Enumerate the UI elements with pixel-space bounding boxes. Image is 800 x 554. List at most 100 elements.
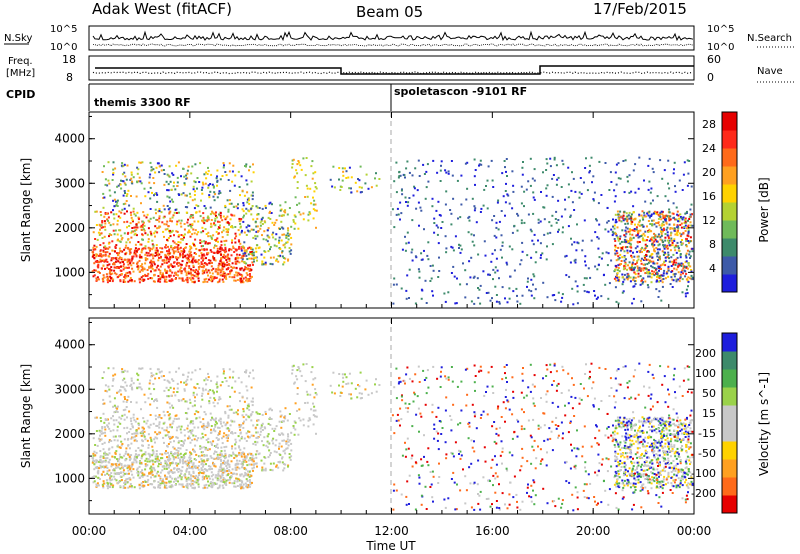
power-cell	[297, 160, 300, 162]
velocity-cell	[129, 468, 132, 471]
power-cell	[679, 241, 682, 244]
power-cell	[111, 240, 114, 243]
power-cell	[588, 164, 591, 167]
velocity-cell	[120, 393, 123, 396]
power-cell	[197, 262, 200, 265]
power-cell	[166, 228, 169, 231]
power-cell	[219, 247, 222, 250]
velocity-cell	[226, 460, 229, 463]
velocity-cell	[168, 402, 171, 405]
power-cell	[210, 250, 213, 253]
velocity-cell	[163, 414, 166, 417]
power-cell	[104, 183, 107, 186]
power-cell	[249, 277, 252, 280]
velocity-cell	[98, 440, 101, 442]
power-cell	[473, 302, 476, 305]
velocity-cell	[127, 395, 130, 398]
power-cell	[119, 279, 122, 282]
power-cell	[652, 262, 655, 265]
power-cell	[147, 272, 150, 275]
velocity-cell	[117, 460, 120, 462]
power-cell	[636, 255, 639, 258]
velocity-cell	[224, 452, 227, 455]
power-cell	[555, 210, 558, 213]
velocity-cell	[143, 435, 146, 438]
power-cell	[495, 221, 498, 224]
power-cell	[482, 270, 485, 273]
power-cell	[122, 279, 125, 282]
power-cell	[280, 208, 283, 211]
power-cell	[634, 223, 636, 226]
power-cell	[662, 254, 665, 256]
power-cell	[97, 231, 100, 234]
power-cell	[685, 278, 688, 281]
power-cell	[578, 191, 581, 194]
velocity-cell	[159, 475, 162, 478]
power-cell	[562, 226, 564, 229]
power-cell	[687, 262, 690, 265]
power-cell	[216, 250, 219, 253]
velocity-cell	[98, 478, 101, 480]
velocity-cell	[242, 460, 245, 463]
velocity-cell	[206, 422, 209, 425]
power-cell	[182, 252, 184, 255]
power-cell	[651, 239, 654, 242]
velocity-cell	[185, 380, 188, 383]
power-cell	[164, 278, 167, 281]
power-cell	[626, 215, 629, 218]
power-cell	[297, 227, 300, 230]
velocity-cell	[211, 416, 213, 419]
power-cell	[357, 178, 359, 180]
velocity-cell	[212, 392, 215, 395]
velocity-cell	[241, 461, 244, 464]
power-cell	[102, 192, 105, 195]
power-cell	[567, 225, 570, 228]
velocity-cell	[204, 434, 207, 437]
velocity-cell	[149, 423, 152, 426]
velocity-cell	[105, 479, 108, 482]
power-cell	[597, 237, 600, 240]
velocity-cell	[175, 462, 178, 465]
velocity-cell	[143, 473, 146, 476]
power-cell	[464, 162, 467, 165]
velocity-cell	[188, 398, 191, 401]
velocity-cell	[158, 459, 161, 462]
power-cell	[604, 228, 607, 231]
velocity-cell	[249, 371, 252, 374]
power-cell	[314, 171, 317, 174]
power-cell	[241, 275, 244, 278]
velocity-cell	[215, 451, 218, 453]
power-cell	[145, 216, 148, 219]
power-cell	[204, 242, 207, 245]
power-cell	[666, 271, 668, 274]
velocity-cell	[113, 475, 116, 478]
power-cell	[217, 220, 219, 223]
power-cell	[616, 276, 619, 279]
power-cell	[640, 214, 643, 217]
power-cell	[611, 230, 614, 233]
velocity-cell	[197, 426, 200, 429]
power-cell	[674, 185, 676, 188]
power-cell	[640, 259, 642, 262]
power-cell	[585, 277, 588, 280]
power-cell	[151, 248, 154, 251]
power-cell	[242, 210, 245, 213]
power-cell	[231, 267, 234, 269]
power-cell	[686, 184, 689, 187]
power-cell	[256, 213, 259, 216]
power-cell	[186, 278, 189, 281]
velocity-cell	[175, 370, 178, 373]
velocity-cell	[219, 453, 222, 456]
velocity-cell	[216, 381, 218, 384]
power-cell	[113, 262, 116, 264]
power-cell	[123, 171, 126, 174]
power-cell	[127, 247, 130, 250]
power-cell	[226, 261, 229, 264]
power-cell	[190, 261, 193, 264]
velocity-cell	[202, 422, 205, 425]
power-cell	[165, 275, 168, 278]
power-cell	[292, 158, 295, 161]
velocity-cell	[222, 481, 225, 483]
power-cell	[242, 277, 245, 280]
velocity-cell	[176, 464, 179, 467]
